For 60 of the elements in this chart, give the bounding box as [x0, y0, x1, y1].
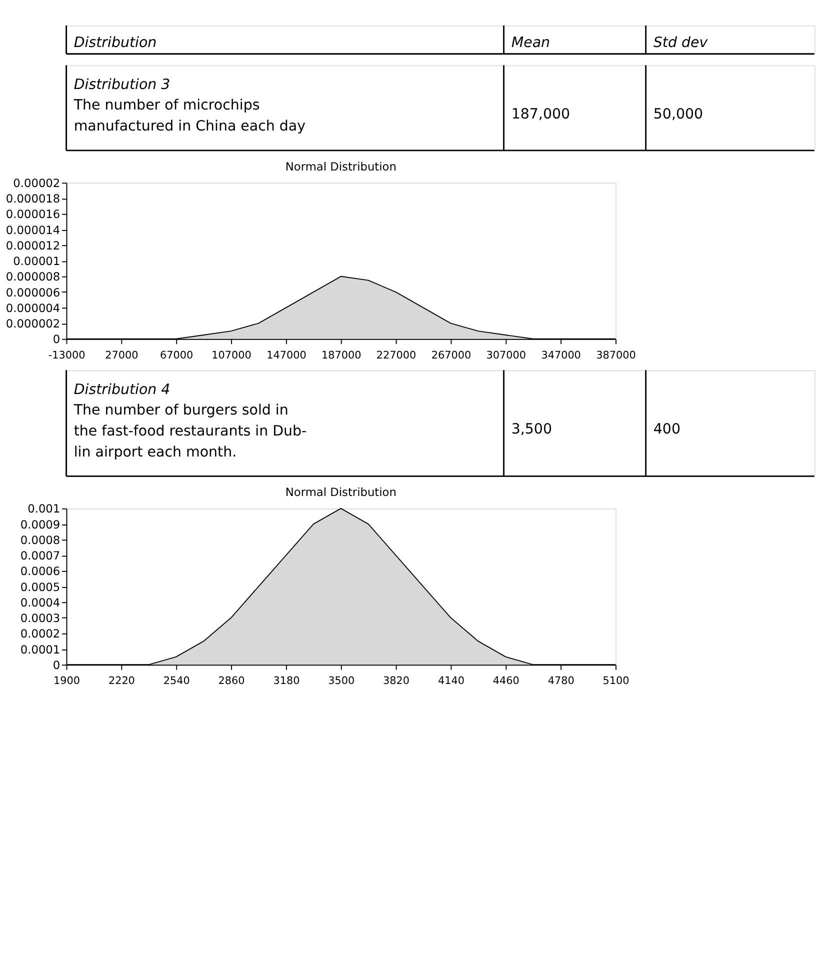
x-tick-label: 347000	[541, 349, 581, 362]
y-tick-label: 0.00002	[13, 176, 60, 190]
x-tick-label: 147000	[266, 349, 306, 362]
y-tick-label: 0.00001	[13, 254, 60, 268]
text: the fast-food restaurants in Dub-	[74, 423, 307, 440]
x-tick-label: 2860	[218, 675, 245, 688]
y-tick-label: 0.000008	[6, 270, 60, 284]
y-tick-label: 0.000006	[6, 285, 60, 300]
y-tick-label: 0.0007	[20, 548, 60, 563]
text: The number of microchips	[72, 98, 260, 114]
y-tick-label: 0.001	[28, 502, 60, 516]
x-tick-label: 2220	[108, 675, 135, 688]
x-tick-label: 4780	[548, 675, 574, 688]
text: 3,500	[511, 422, 552, 438]
y-tick-label: 0.0002	[20, 626, 60, 641]
y-tick-label: 0.000012	[6, 238, 60, 252]
text: Mean	[511, 35, 550, 52]
text: 50,000	[653, 106, 704, 122]
text: manufactured in China each day	[74, 118, 306, 135]
x-tick-label: 107000	[212, 349, 252, 362]
chart-title: Normal Distribution	[285, 485, 396, 500]
y-tick-label: 0.0008	[20, 532, 60, 547]
x-tick-label: 67000	[160, 349, 194, 362]
text: Distribution	[74, 35, 157, 52]
x-tick-label: 4140	[438, 675, 464, 688]
y-tick-label: 0.0005	[20, 580, 60, 594]
y-tick-label: 0.0003	[20, 611, 60, 626]
x-tick-label: 3180	[273, 675, 300, 688]
text: The number of burgers sold in	[72, 402, 288, 419]
x-tick-label: 307000	[486, 349, 526, 362]
x-tick-label: 3820	[383, 675, 410, 688]
x-tick-label: -13000	[48, 349, 86, 362]
y-tick-label: 0	[52, 332, 60, 346]
x-tick-label: 27000	[105, 349, 138, 362]
y-tick-label: 0.0009	[20, 517, 60, 532]
text: 400	[653, 422, 680, 438]
text: Distribution 4	[74, 382, 170, 398]
text: Std dev	[653, 35, 708, 52]
text: 187,000	[511, 106, 570, 122]
x-tick-label: 1900	[54, 675, 80, 688]
y-tick-label: 0.000016	[6, 207, 60, 222]
text: Distribution 3	[74, 76, 170, 93]
y-tick-label: 0.000014	[6, 222, 60, 237]
x-tick-label: 5100	[602, 675, 630, 688]
x-tick-label: 3500	[328, 675, 355, 688]
x-tick-label: 4460	[492, 675, 520, 688]
x-tick-label: 387000	[596, 349, 636, 362]
y-tick-label: 0.000002	[6, 316, 60, 331]
y-tick-label: 0.0004	[20, 595, 60, 610]
x-tick-label: 2540	[163, 675, 190, 688]
y-tick-label: 0.000018	[6, 192, 60, 206]
text: lin airport each month.	[74, 444, 237, 460]
y-tick-label: 0.000004	[6, 300, 60, 315]
x-tick-label: 187000	[322, 349, 362, 362]
chart-title: Normal Distribution	[285, 159, 396, 174]
y-tick-label: 0.0006	[20, 564, 60, 578]
y-tick-label: 0	[52, 658, 60, 672]
x-tick-label: 267000	[431, 349, 472, 362]
y-tick-label: 0.0001	[20, 642, 60, 656]
x-tick-label: 227000	[376, 349, 416, 362]
